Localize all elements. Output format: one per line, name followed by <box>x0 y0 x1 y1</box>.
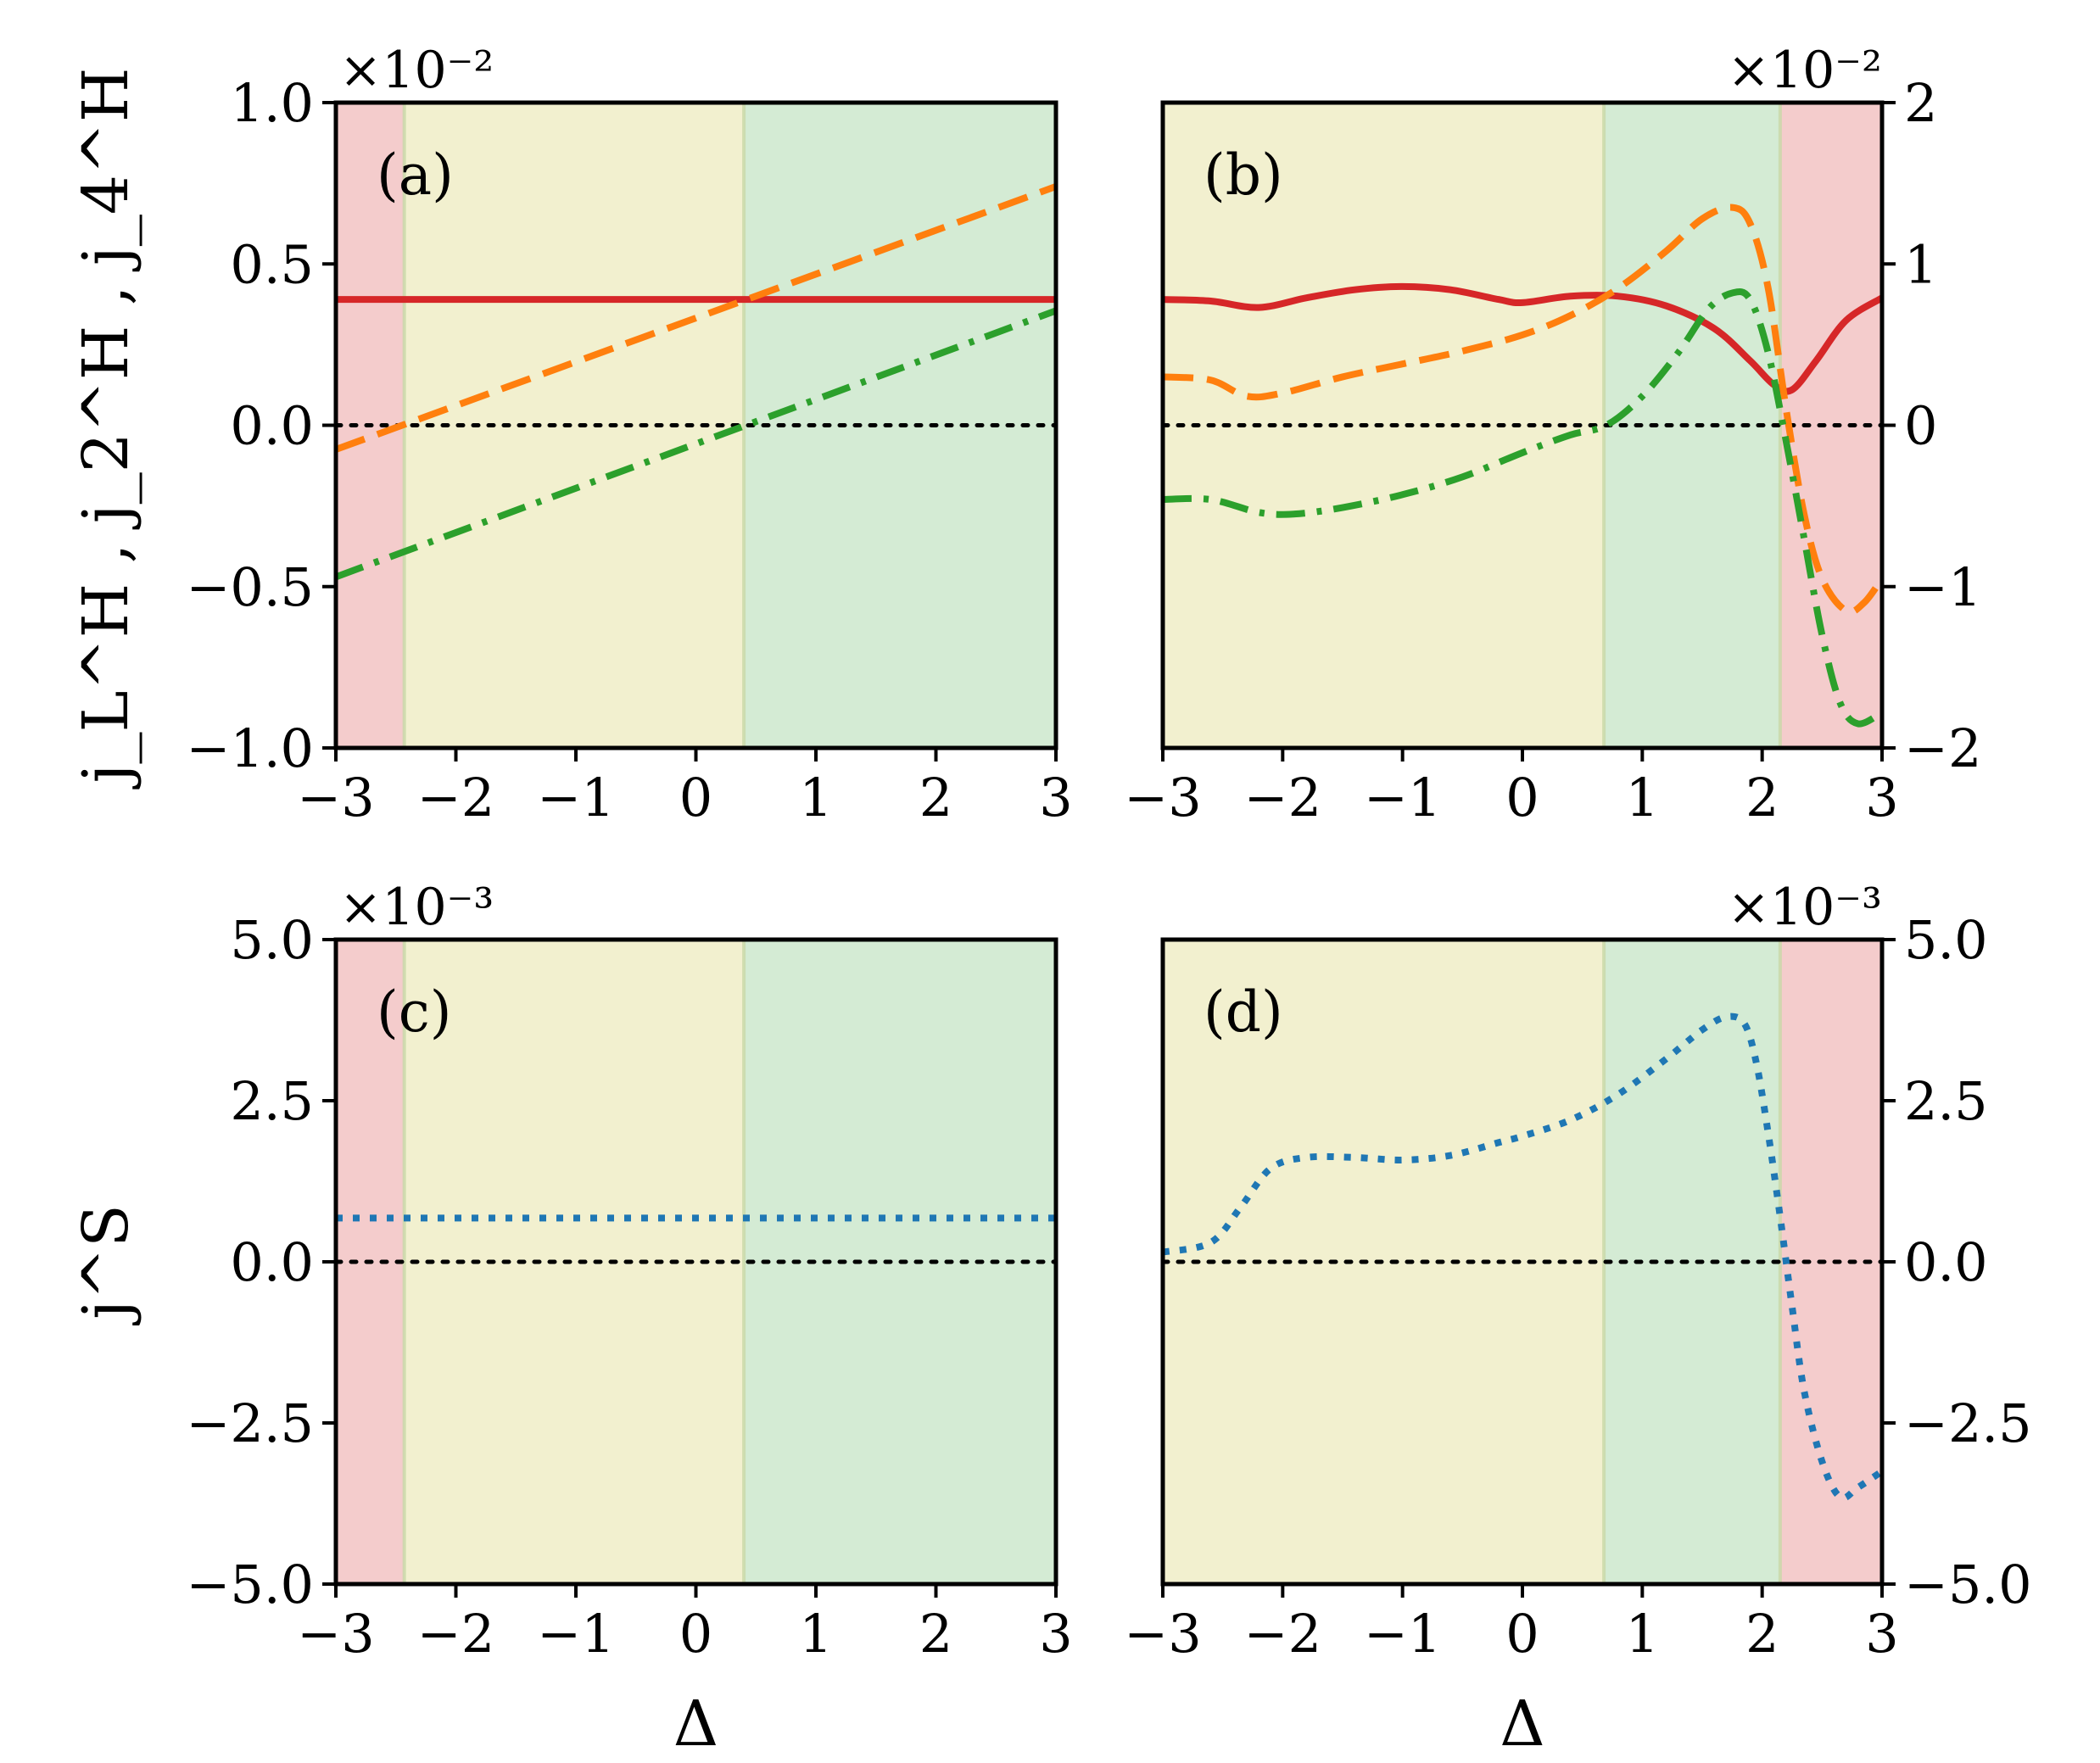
x-tick-label: 1 <box>1626 1603 1659 1665</box>
x-tick-label: 2 <box>1745 767 1779 828</box>
y-tick-label: 0 <box>1904 395 1937 457</box>
y-tick-label: −1 <box>1904 556 1981 618</box>
x-tick-label: 3 <box>1865 1603 1898 1665</box>
x-tick-label: 1 <box>1626 767 1659 828</box>
x-tick-label: 3 <box>1039 1603 1072 1665</box>
panel-label: (b) <box>1204 142 1283 208</box>
x-tick-label: −2 <box>1244 767 1321 828</box>
x-tick-label: −1 <box>537 1603 614 1665</box>
panel-a: −3 −2 −1 0 1 2 3 −1.0 −0.5 0.0 0.5 1.0 ×10⁻² (a) j_L^H… <box>70 41 1073 828</box>
y-tick-label: −1.0 <box>186 717 314 779</box>
shaded-region <box>1604 103 1780 748</box>
series-line-jLH <box>1162 282 1885 395</box>
x-tick-label: 3 <box>1865 767 1898 828</box>
y-tick-label: −5.0 <box>1904 1554 2032 1615</box>
x-axis-label: Δ <box>673 1688 718 1760</box>
x-tick-label: 3 <box>1039 767 1072 828</box>
x-tick-label: 2 <box>1745 1603 1779 1665</box>
y-tick-label: −5.0 <box>186 1554 314 1615</box>
panel-label: (c) <box>377 979 451 1045</box>
x-tick-label: 0 <box>679 767 712 828</box>
series-line-j4H <box>334 307 1058 581</box>
x-tick-label: −2 <box>1244 1603 1321 1665</box>
y-tick-label: 2.5 <box>230 1070 314 1132</box>
panel-label: (d) <box>1204 979 1283 1045</box>
x-tick-label: −1 <box>1364 1603 1441 1665</box>
x-tick-label: 2 <box>919 767 952 828</box>
axis-scale-label: ×10⁻² <box>339 41 494 100</box>
axis-scale-label: ×10⁻³ <box>1728 878 1882 937</box>
x-tick-label: −3 <box>297 767 374 828</box>
x-tick-label: 1 <box>799 1603 832 1665</box>
x-tick-label: −2 <box>417 767 494 828</box>
series-line-j2H <box>334 183 1058 453</box>
y-tick-label: −2.5 <box>1904 1392 2032 1454</box>
x-tick-label: −3 <box>1124 767 1201 828</box>
y-axis-label: j_L^H , j_2^H , j_4^H <box>70 68 142 790</box>
y-tick-label: 0.0 <box>230 1231 314 1293</box>
y-tick-label: 2 <box>1904 72 1937 134</box>
y-tick-label: 0.0 <box>230 395 314 457</box>
x-tick-label: 0 <box>1505 767 1539 828</box>
y-tick-label: 0.0 <box>1904 1231 1988 1293</box>
y-tick-label: 1 <box>1904 233 1937 295</box>
series-line-jS <box>1162 1013 1885 1502</box>
series-line-j4H <box>1162 287 1884 728</box>
x-tick-label: 1 <box>799 767 832 828</box>
x-tick-label: −1 <box>537 767 614 828</box>
shaded-region <box>1604 940 1780 1584</box>
x-tick-label: −3 <box>297 1603 374 1665</box>
y-tick-label: 0.5 <box>230 233 314 295</box>
x-tick-label: −3 <box>1124 1603 1201 1665</box>
y-tick-label: 5.0 <box>1904 909 1988 971</box>
panel-d: −3 −2 −1 0 1 2 3−5.0 −2.5 0.0 2.5 5.0 ×10⁻³ (d) Δ <box>1124 878 2031 1760</box>
axis-scale-label: ×10⁻² <box>1728 41 1882 100</box>
axis-scale-label: ×10⁻³ <box>339 878 494 937</box>
series-line-j2H <box>1162 204 1885 616</box>
y-tick-label: −0.5 <box>186 556 314 618</box>
y-tick-label: −2 <box>1904 717 1981 779</box>
panel-c: −3 −2 −1 0 1 2 3 −5.0 −2.5 0.0 2.5 5.0 ×10⁻³ (c) Δj^S <box>70 878 1073 1760</box>
y-tick-label: 2.5 <box>1904 1070 1988 1132</box>
x-tick-label: 2 <box>919 1603 952 1665</box>
x-tick-label: −1 <box>1364 767 1441 828</box>
y-tick-label: −2.5 <box>186 1392 314 1454</box>
y-tick-label: 5.0 <box>230 909 314 971</box>
y-tick-label: 1.0 <box>230 72 314 134</box>
panel-label: (a) <box>377 142 454 208</box>
x-tick-label: −2 <box>417 1603 494 1665</box>
x-tick-label: 0 <box>679 1603 712 1665</box>
y-axis-label: j^S <box>70 1204 142 1326</box>
x-axis-label: Δ <box>1500 1688 1544 1760</box>
x-tick-label: 0 <box>1505 1603 1539 1665</box>
